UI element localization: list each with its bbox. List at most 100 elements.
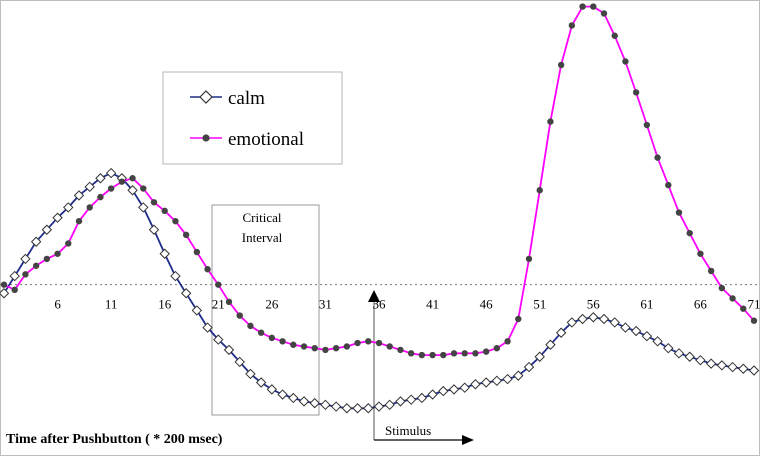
emotional-point (557, 61, 565, 69)
calm-point (373, 401, 385, 412)
calm-point (652, 336, 663, 347)
x-tick-label: 6 (54, 297, 61, 312)
x-axis-title: Time after Pushbutton ( * 200 msec) (6, 432, 223, 447)
calm-point (748, 365, 760, 376)
calm-point (234, 356, 245, 368)
emotional-point (215, 281, 222, 288)
emotional-point (140, 185, 147, 192)
critical-interval-label-line2: Interval (242, 230, 283, 245)
calm-point (266, 384, 278, 395)
emotional-point (225, 298, 233, 306)
x-tick-label: 51 (533, 297, 546, 312)
legend-calm-label: calm (228, 88, 265, 109)
emotional-point (482, 348, 490, 355)
legend-emotional-circle-marker (202, 134, 210, 142)
x-tick-label: 66 (694, 297, 708, 312)
legend-calm-diamond-marker (199, 90, 213, 104)
x-tick-label: 71 (748, 297, 760, 312)
calm-point (427, 389, 438, 400)
calm-point (523, 361, 535, 373)
emotional-point (32, 262, 40, 269)
x-tick-label: 31 (319, 297, 332, 312)
calm-point (438, 385, 449, 397)
emotional-point (279, 338, 286, 345)
calm-point (663, 342, 674, 354)
x-tick-label: 46 (480, 297, 494, 312)
calm-point (309, 397, 320, 409)
calm-point (20, 253, 31, 265)
calm-point (641, 330, 653, 342)
emotional-point (740, 305, 747, 312)
x-tick-label: 26 (265, 297, 279, 312)
calm-point (448, 384, 460, 395)
emotional-point (654, 154, 661, 161)
emotional-point (611, 32, 618, 39)
emotional-point (515, 315, 522, 323)
calm-point (84, 181, 95, 193)
emotional-point (386, 343, 393, 350)
emotional-point (322, 346, 329, 354)
emotional-point (729, 295, 736, 302)
calm-point (30, 236, 42, 247)
emotional-point (504, 338, 511, 345)
calm-point (298, 396, 310, 407)
emotional-point (643, 121, 651, 129)
calm-point (738, 363, 749, 374)
emotional-point (193, 248, 201, 256)
emotional-point (150, 199, 158, 206)
emotional-point (590, 3, 597, 10)
calm-point (502, 373, 513, 385)
emotional-point (536, 187, 543, 194)
calm-point (320, 399, 331, 411)
x-tick-label: 41 (426, 297, 439, 312)
calm-point (566, 317, 578, 328)
legend: calm emotional (162, 71, 343, 165)
emotional-point (718, 284, 726, 292)
calm-point (52, 212, 63, 223)
emotional-point (493, 344, 501, 352)
legend-box (162, 71, 343, 165)
critical-interval-label-line1: Critical (243, 210, 282, 225)
emotional-point (429, 351, 436, 359)
calm-point (245, 368, 256, 380)
emotional-point (75, 217, 83, 225)
emotional-point (86, 204, 93, 211)
emotional-point (247, 322, 254, 330)
emotional-point (290, 341, 297, 348)
emotional-point (332, 344, 340, 352)
calm-point (630, 325, 642, 337)
emotional-point (54, 250, 61, 257)
calm-point (609, 317, 620, 328)
emotional-point (622, 58, 629, 65)
emotional-point (525, 255, 533, 263)
calm-point (395, 396, 406, 407)
x-tick-label: 16 (158, 297, 172, 312)
calm-point (405, 394, 417, 405)
x-tick-label: 21 (212, 297, 225, 312)
emotional-point (665, 181, 672, 189)
calm-point (695, 354, 706, 366)
emotional-point (750, 317, 758, 324)
calm-point (191, 305, 203, 316)
emotional-point (407, 350, 415, 357)
critical-interval-box (211, 204, 320, 416)
emotional-point (107, 185, 115, 192)
calm-point (716, 360, 728, 371)
calm-point (470, 379, 481, 390)
calm-point (148, 224, 160, 235)
emotional-point (472, 350, 479, 357)
emotional-point (118, 178, 126, 185)
calm-point (705, 358, 717, 369)
emotional-point (257, 329, 265, 336)
calm-point (363, 403, 374, 414)
x-tick-label: 56 (587, 297, 601, 312)
emotional-point (697, 250, 704, 257)
emotional-point (268, 334, 276, 342)
calm-point (73, 190, 85, 201)
series-line-calm (3, 172, 755, 410)
emotional-point (365, 338, 372, 345)
calm-point (341, 403, 353, 414)
calm-point (513, 370, 524, 381)
